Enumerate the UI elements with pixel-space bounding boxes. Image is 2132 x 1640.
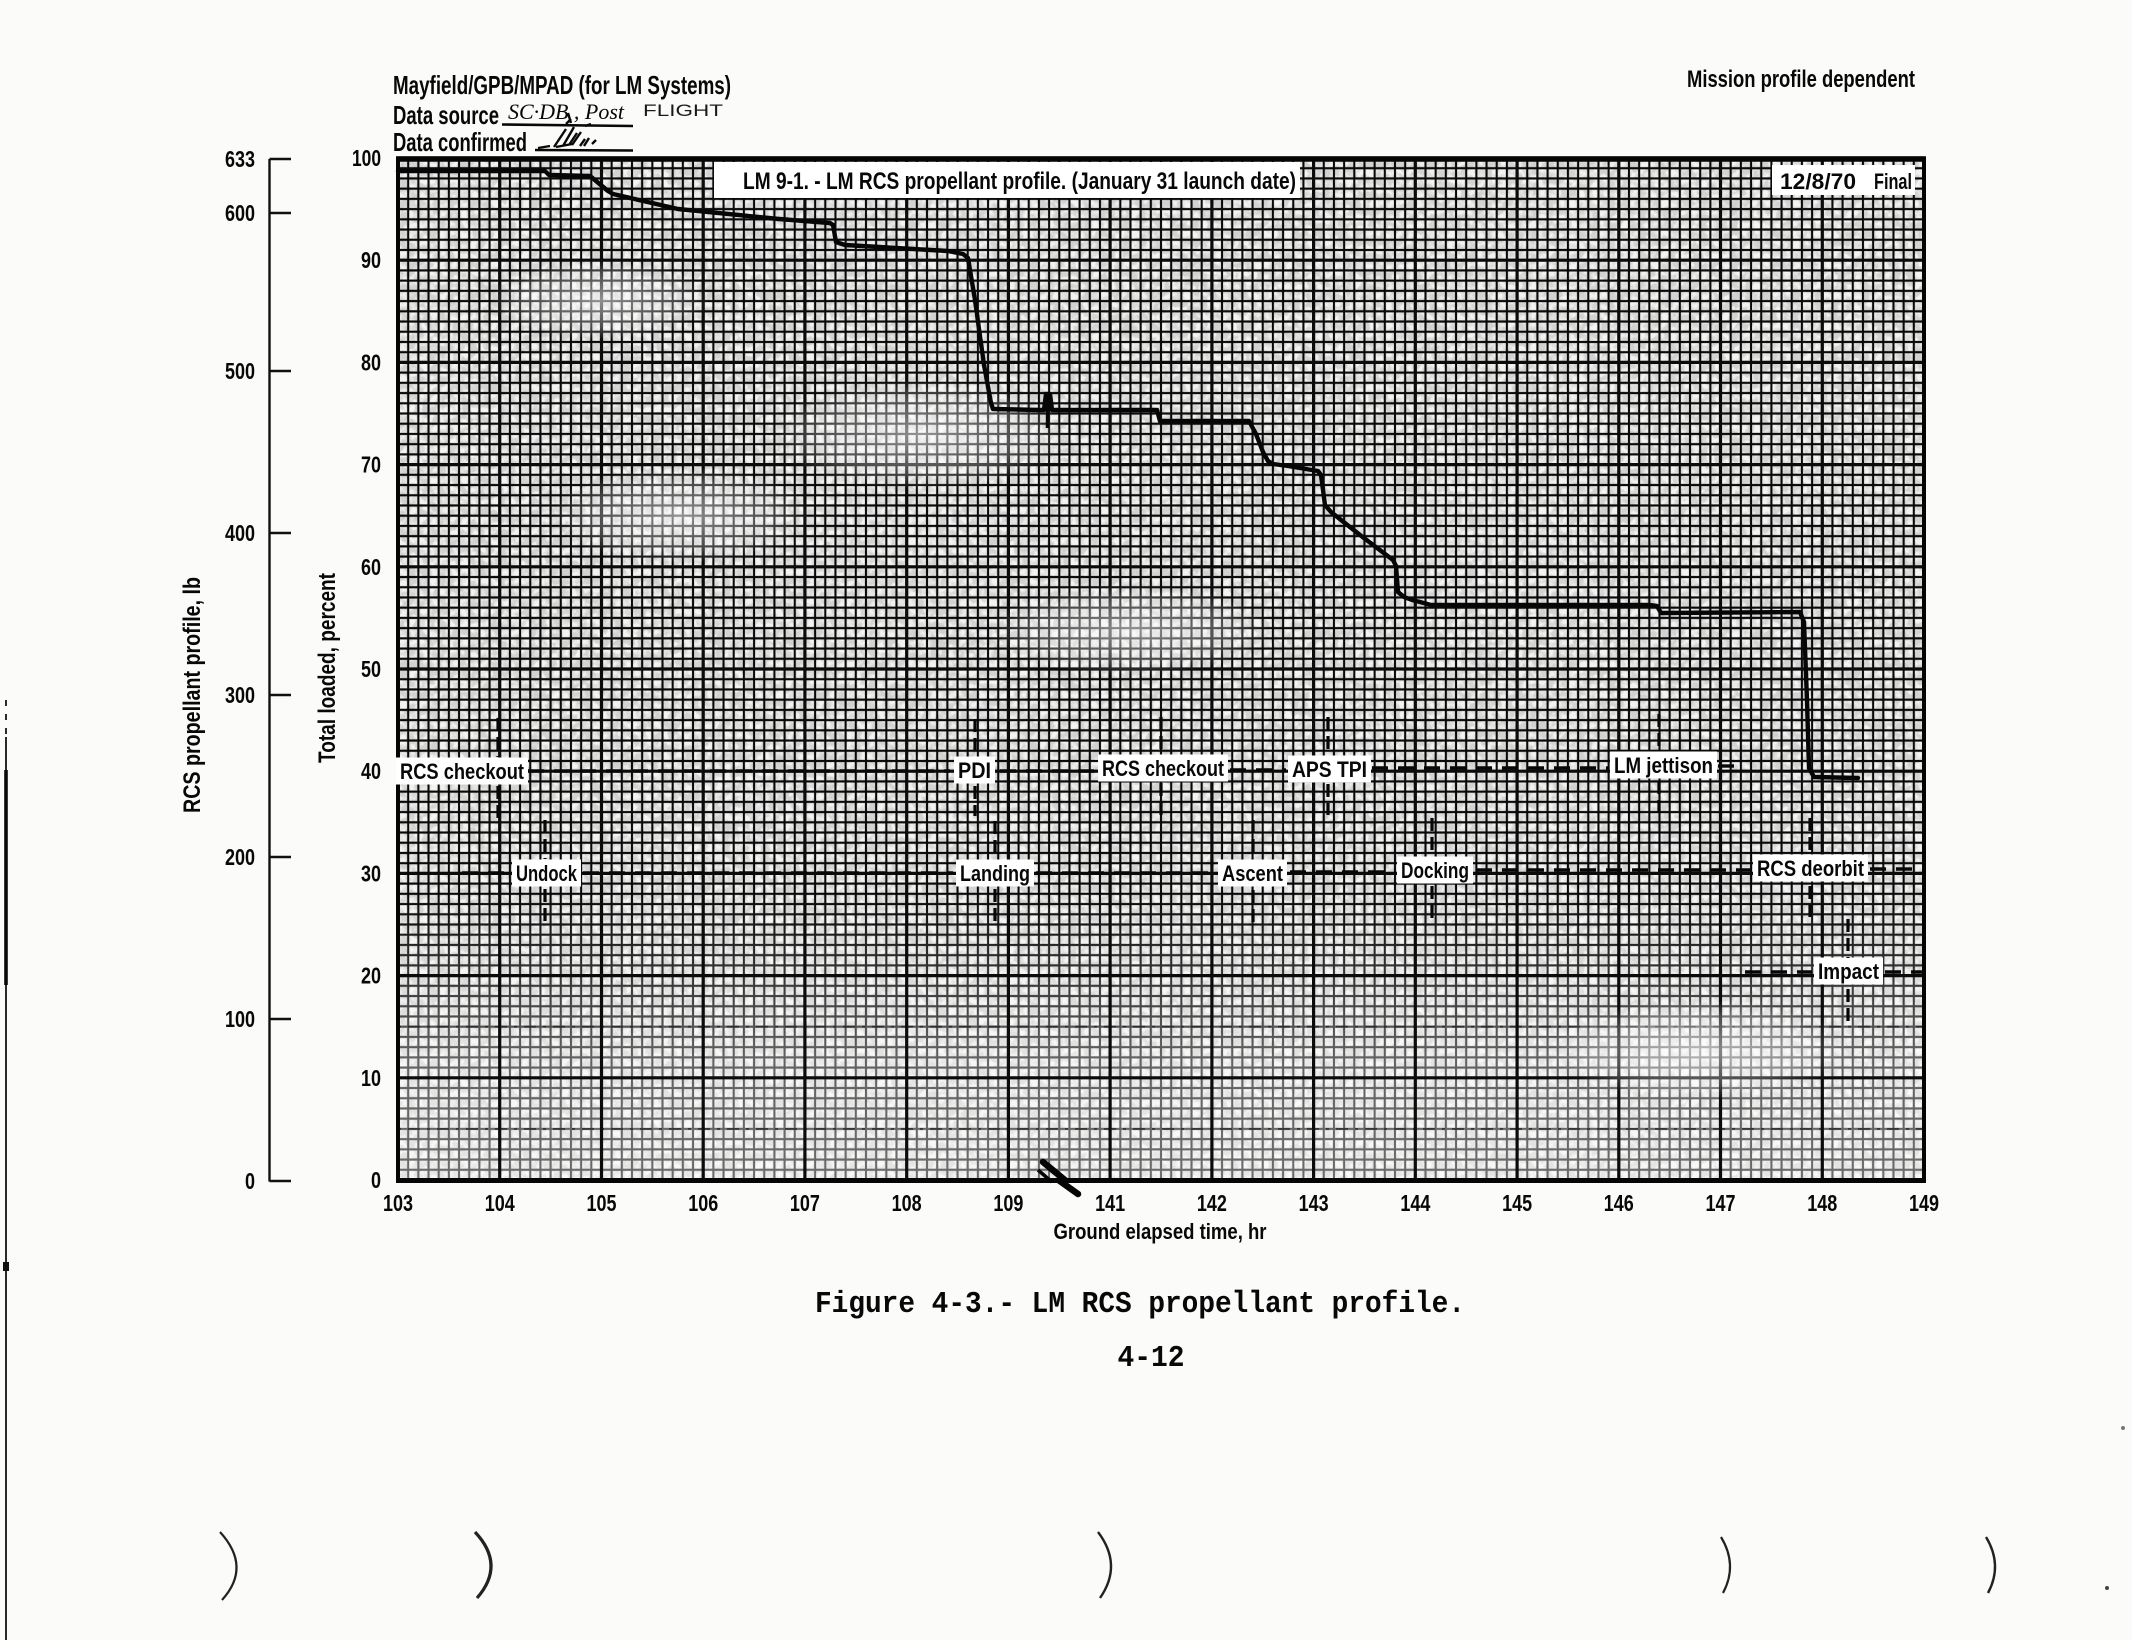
svg-text:Final: Final	[1874, 169, 1912, 194]
svg-text:141: 141	[1095, 1190, 1125, 1216]
svg-text:148: 148	[1807, 1190, 1837, 1216]
svg-text:500: 500	[225, 358, 255, 384]
svg-text:80: 80	[361, 349, 381, 375]
svg-text:70: 70	[361, 452, 381, 478]
svg-text:Undock: Undock	[516, 861, 578, 886]
svg-text:300: 300	[225, 682, 255, 708]
svg-text:0: 0	[245, 1168, 255, 1194]
svg-text:APS TPI: APS TPI	[1292, 757, 1367, 782]
svg-text:RCS propellant profile, lb: RCS propellant profile, lb	[179, 577, 206, 813]
svg-text:100: 100	[225, 1006, 255, 1032]
svg-text:20: 20	[361, 963, 381, 989]
svg-text:Figure 4-3.- LM RCS propellant: Figure 4-3.- LM RCS propellant profile.	[815, 1287, 1465, 1322]
svg-text:4-12: 4-12	[1118, 1341, 1185, 1376]
svg-text:PDI: PDI	[958, 758, 991, 783]
svg-text:Docking: Docking	[1401, 858, 1469, 883]
svg-text:Total loaded, percent: Total loaded, percent	[314, 573, 341, 763]
svg-text:107: 107	[790, 1190, 820, 1216]
svg-text:40: 40	[361, 758, 381, 784]
svg-text:Ground elapsed time, hr: Ground elapsed time, hr	[1054, 1219, 1267, 1244]
svg-text:109: 109	[993, 1190, 1023, 1216]
svg-text:FLIGHT: FLIGHT	[643, 101, 723, 120]
svg-text:145: 145	[1502, 1190, 1532, 1216]
svg-text:90: 90	[361, 247, 381, 273]
svg-text:Data confirmed: Data confirmed	[393, 127, 527, 157]
svg-text:633: 633	[225, 146, 255, 172]
svg-text:106: 106	[688, 1190, 718, 1216]
svg-text:12/8/70: 12/8/70	[1780, 169, 1856, 194]
svg-text:Mission profile dependent: Mission profile dependent	[1687, 66, 1915, 93]
svg-text:105: 105	[586, 1190, 616, 1216]
svg-text:200: 200	[225, 844, 255, 870]
svg-text:RCS checkout: RCS checkout	[1102, 756, 1225, 781]
svg-text:400: 400	[225, 520, 255, 546]
svg-text:Landing: Landing	[960, 861, 1030, 886]
svg-text:0: 0	[371, 1167, 381, 1193]
svg-text:50: 50	[361, 656, 381, 682]
svg-text:SC·DB , Post: SC·DB , Post	[508, 99, 625, 124]
svg-text:146: 146	[1604, 1190, 1634, 1216]
svg-text:RCS checkout: RCS checkout	[400, 759, 525, 784]
svg-text:600: 600	[225, 200, 255, 226]
svg-text:30: 30	[361, 860, 381, 886]
svg-text:LM 9-1. - LM RCS propellant pr: LM 9-1. - LM RCS propellant profile. (Ja…	[743, 168, 1296, 195]
svg-text:108: 108	[892, 1190, 922, 1216]
svg-text:147: 147	[1706, 1190, 1736, 1216]
svg-text:Mayfield/GPB/MPAD (for LM Sys: Mayfield/GPB/MPAD (for LM Systems)	[393, 70, 731, 100]
svg-text:104: 104	[485, 1190, 515, 1216]
svg-text:10: 10	[361, 1065, 381, 1091]
svg-text:RCS deorbit: RCS deorbit	[1757, 856, 1865, 881]
svg-text:100: 100	[352, 145, 381, 171]
svg-text:149: 149	[1909, 1190, 1939, 1216]
svg-text:Data source: Data source	[393, 100, 499, 130]
svg-text:Impact: Impact	[1818, 959, 1880, 984]
svg-text:60: 60	[361, 554, 381, 580]
svg-text:LM jettison: LM jettison	[1614, 753, 1713, 778]
svg-text:142: 142	[1197, 1190, 1227, 1216]
svg-text:Ascent: Ascent	[1222, 861, 1284, 886]
svg-text:144: 144	[1400, 1190, 1430, 1216]
svg-text:103: 103	[383, 1190, 413, 1216]
svg-text:143: 143	[1299, 1190, 1329, 1216]
